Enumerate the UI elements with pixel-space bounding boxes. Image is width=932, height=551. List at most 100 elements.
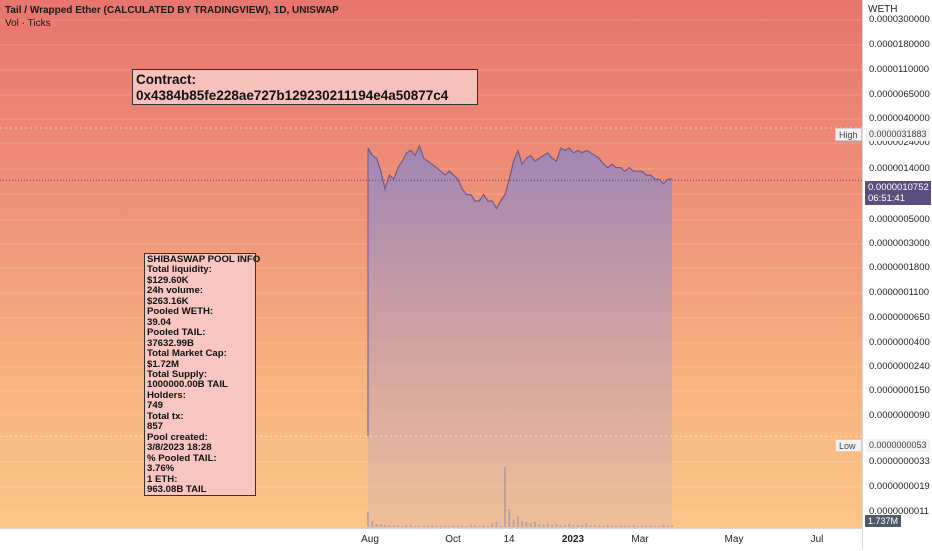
price-axis-label: 0.0000000400 [869,337,930,348]
volume-bar[interactable] [478,525,481,527]
volume-bar[interactable] [469,524,472,527]
volume-bar[interactable] [409,524,412,527]
volume-bar[interactable] [636,525,639,527]
volume-bar[interactable] [401,525,404,527]
volume-bar[interactable] [653,525,656,527]
price-area-fill [368,145,672,528]
price-axis-label: 0.0000024000 [869,137,930,148]
volume-bar[interactable] [572,525,575,527]
price-axis-label: 0.0000003000 [869,238,930,249]
volume-bar[interactable] [461,525,464,527]
volume-bar[interactable] [456,525,459,527]
volume-bar[interactable] [649,525,652,527]
volume-bar[interactable] [671,525,673,527]
volume-bar[interactable] [491,523,494,527]
volume-bar[interactable] [525,522,528,527]
volume-bar[interactable] [542,524,545,527]
volume-bar[interactable] [422,525,425,527]
price-axis[interactable] [862,0,932,550]
countdown-value: 06:51:41 [868,193,905,204]
time-axis-label: Mar [631,534,649,545]
volume-bar[interactable] [576,524,579,527]
volume-bar[interactable] [367,512,369,527]
volume-bar[interactable] [448,525,451,527]
axis-unit-label: WETH [868,4,898,15]
volume-bar[interactable] [615,525,618,527]
volume-bar[interactable] [499,525,502,527]
volume-bar[interactable] [666,525,669,527]
info-line: 3.76% [147,463,175,475]
volume-bar[interactable] [426,525,429,527]
price-axis-label: 0.0000001800 [869,262,930,273]
volume-bar[interactable] [435,525,438,527]
volume-bar[interactable] [619,525,622,527]
info-line: Total tx: [147,410,184,422]
volume-bar[interactable] [662,524,665,527]
volume-indicator-label[interactable]: Vol · Ticks [5,18,51,29]
volume-bar[interactable] [598,525,601,527]
volume-bar[interactable] [632,525,635,527]
volume-bar[interactable] [623,525,626,527]
volume-bar[interactable] [439,525,442,527]
volume-bar[interactable] [388,525,391,527]
volume-bar[interactable] [611,525,614,527]
volume-bar[interactable] [495,521,498,527]
volume-bar[interactable] [375,524,378,527]
volume-bar[interactable] [551,524,554,527]
volume-bar[interactable] [658,525,661,527]
volume-bar[interactable] [521,521,524,527]
volume-bar[interactable] [555,524,558,527]
volume-bar[interactable] [641,525,643,527]
price-axis-label: 0.0000000240 [869,361,930,372]
volume-bar[interactable] [585,523,588,527]
volume-bar[interactable] [486,525,489,527]
volume-bar[interactable] [405,525,408,527]
time-axis[interactable] [0,528,862,551]
volume-bar[interactable] [516,516,519,527]
volume-bar[interactable] [568,524,571,527]
volume-bar[interactable] [589,525,592,527]
time-axis-label: Oct [445,534,461,545]
price-axis-label: 0.0000001100 [869,287,930,298]
volume-bar[interactable] [504,467,506,527]
volume-bar[interactable] [371,521,374,527]
volume-bar[interactable] [384,524,387,527]
volume-bar[interactable] [602,525,605,527]
volume-bar[interactable] [538,524,541,527]
volume-bar[interactable] [628,525,631,527]
volume-bar[interactable] [645,525,648,527]
volume-bar[interactable] [508,509,511,527]
volume-bar[interactable] [564,524,566,527]
volume-bar[interactable] [512,519,515,527]
volume-bar[interactable] [546,523,549,527]
volume-bar[interactable] [444,525,447,527]
volume-bar[interactable] [452,525,455,527]
price-axis-label: 0.0000180000 [869,39,930,50]
info-line: Pool created: [147,431,208,443]
volume-bar[interactable] [397,525,399,527]
volume-bar[interactable] [593,524,596,527]
volume-bar[interactable] [379,524,382,527]
info-line: $263.16K [147,295,189,307]
info-line: 3/8/2023 18:28 [147,442,212,454]
contract-annotation[interactable]: Contract: 0x4384b85fe228ae727b1292302111… [132,69,478,105]
volume-bar[interactable] [414,525,417,527]
pool-info-annotation[interactable]: SHIBASWAP POOL INFO Total liquidity: $129.… [144,253,260,496]
volume-bar[interactable] [482,525,485,527]
price-axis-label: 0.0000000650 [869,312,930,323]
volume-bar[interactable] [418,525,421,527]
info-line: 749 [147,400,164,412]
volume-bar[interactable] [581,525,584,527]
price-line[interactable] [367,144,672,210]
volume-bar[interactable] [431,525,434,527]
volume-bar[interactable] [392,525,395,527]
volume-bar[interactable] [559,525,562,527]
price-axis-label: 0.0000005000 [869,214,930,225]
volume-bar[interactable] [474,525,476,527]
chart-title: Tail / Wrapped Ether (CALCULATED BY TRAD… [5,5,339,16]
volume-bar[interactable] [465,525,468,527]
volume-bar[interactable] [529,523,532,527]
volume-bar[interactable] [606,524,609,527]
chart-plot-area[interactable] [0,0,862,528]
volume-bar[interactable] [534,521,536,527]
